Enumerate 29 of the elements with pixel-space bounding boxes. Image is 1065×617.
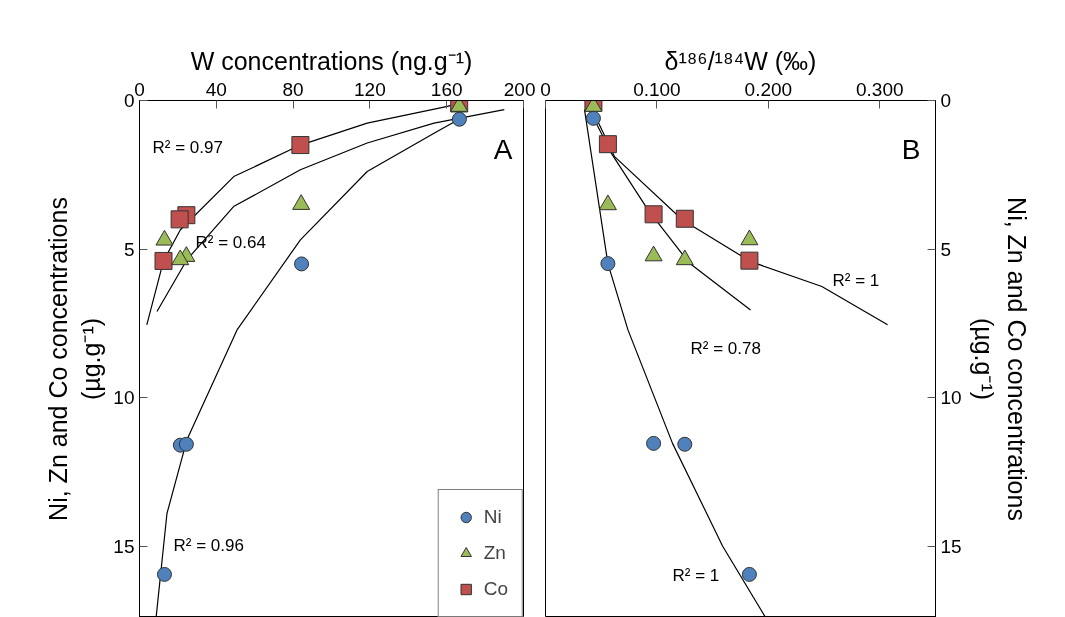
x-tick-label: 0 — [540, 78, 551, 100]
x-axis-title: δ¹⁸⁶/¹⁸⁴W (‰) — [664, 46, 817, 75]
annotation: A — [493, 133, 513, 165]
x-tick-label: 0.200 — [744, 78, 793, 100]
y-tick-label: 15 — [113, 535, 135, 557]
y2-tick-label: 15 — [940, 535, 962, 557]
x-tick-label: 160 — [430, 78, 463, 100]
x-tick-label: 80 — [282, 78, 304, 100]
x-tick-label: 40 — [205, 78, 227, 100]
legend-label: Ni — [483, 506, 503, 528]
x-tick-label: 200 — [503, 78, 536, 100]
annotation: R² = 1 — [832, 271, 880, 290]
y2-axis-title: Ni, Zn and Co concentrations (µg.g⁻¹) — [969, 197, 1032, 521]
annotation: B — [901, 133, 921, 165]
x-tick-label: 120 — [354, 78, 386, 100]
y2-tick-label: 10 — [940, 387, 962, 409]
legend-label: Co — [483, 578, 508, 600]
x-tick-label: 0.100 — [633, 78, 681, 100]
annotation: R² = 1 — [672, 566, 720, 585]
annotation: R² = 0.78 — [690, 339, 761, 358]
legend-label: Zn — [483, 542, 506, 564]
annotation: R² = 0.97 — [152, 138, 223, 157]
x-axis-title: W concentrations (ng.g⁻¹) — [190, 46, 473, 75]
x-tick-label: 0.300 — [856, 78, 904, 100]
y-tick-label: 5 — [123, 238, 135, 260]
y2-tick-label: 5 — [940, 238, 952, 260]
annotation: R² = 0.96 — [173, 536, 244, 555]
y-axis-title: Ni, Zn and Co concentrations (µg.g⁻¹) — [43, 197, 106, 521]
y-tick-label: 10 — [113, 387, 135, 409]
